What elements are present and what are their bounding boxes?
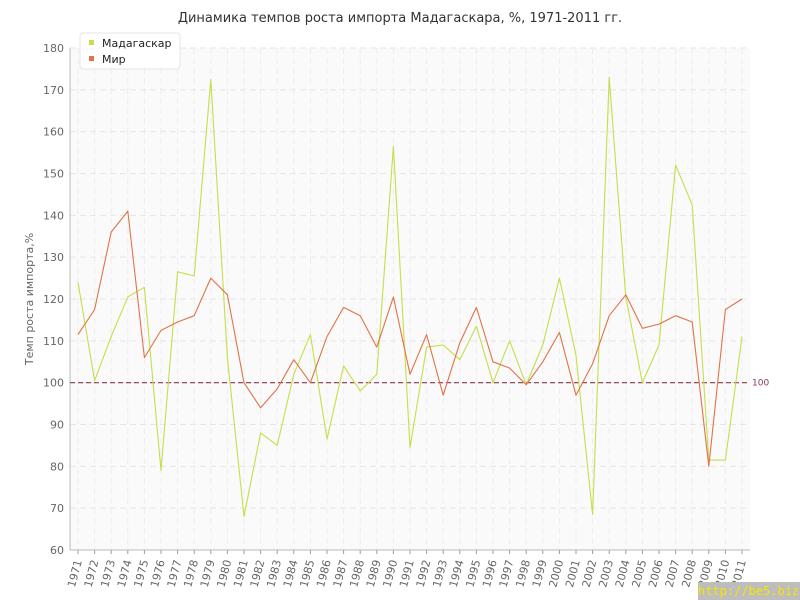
chart-title: Динамика темпов роста импорта Мадагаскар… [178,11,622,26]
y-tick-label: 70 [50,502,64,515]
x-axis: 1971197219731974197519761977197819791980… [65,549,750,589]
y-tick-label: 100 [43,377,64,390]
reference-line: 100 [70,379,769,389]
legend-swatch-madagascar [89,40,94,45]
y-tick-label: 170 [43,84,64,97]
y-tick-label: 160 [43,126,64,139]
y-tick-label: 60 [50,544,64,557]
y-axis-label: Темп роста импорта,% [23,233,36,366]
legend-box [79,32,181,70]
y-axis: 60 70 80 90 100 110 120 130 140 150 160 170 180 [43,42,71,557]
y-tick-label: 80 [50,460,64,473]
series-line-world [77,210,743,467]
y-tick-label: 140 [43,209,64,222]
watermark: http://be5.biz [698,582,800,600]
y-tick-label: 130 [43,251,64,264]
legend-label-madagascar: Мадагаскар [102,37,172,50]
y-tick-label: 90 [50,419,64,432]
reference-line-label: 100 [752,379,769,389]
legend-label-world: Мир [102,53,126,66]
legend-swatch-world [89,56,94,61]
legend: Мадагаскар Мир [79,32,181,70]
y-tick-label: 120 [43,293,64,306]
y-tick-label: 150 [43,168,64,181]
series-lines [77,76,743,518]
series-line-madagascar [77,76,743,518]
y-tick-label: 180 [43,42,64,55]
y-tick-label: 110 [43,335,64,348]
